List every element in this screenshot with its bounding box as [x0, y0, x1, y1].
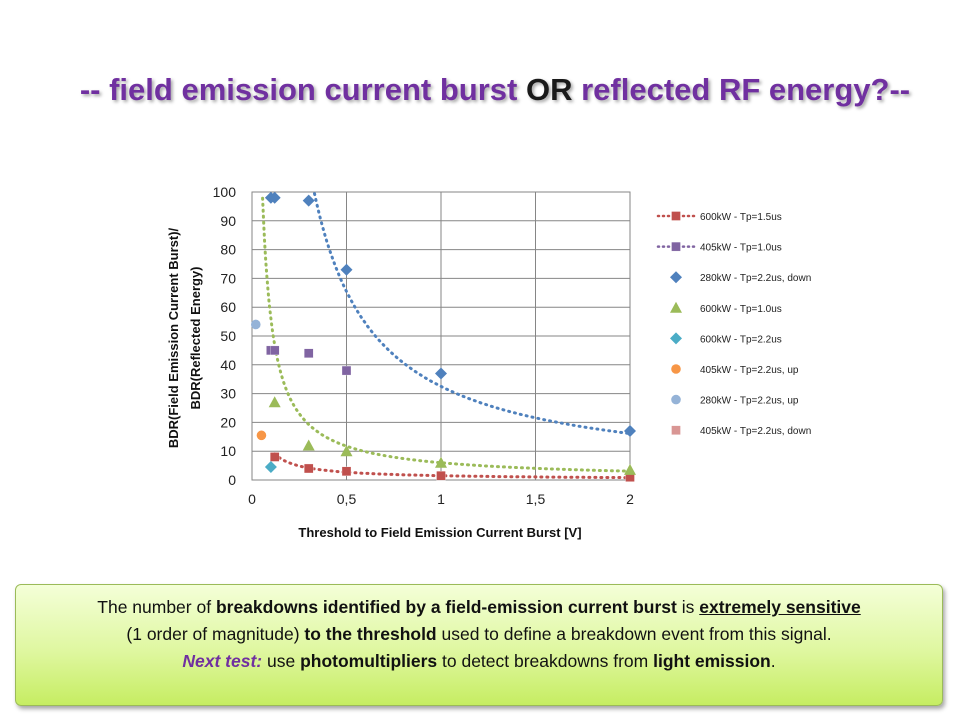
data-point — [268, 191, 281, 204]
data-point — [264, 461, 277, 474]
x-tick-label: 1 — [437, 491, 445, 507]
data-point — [270, 345, 280, 356]
x-axis-label: Threshold to Field Emission Current Burs… — [298, 525, 581, 540]
trendline — [273, 452, 632, 480]
legend-entry-label: 280kW - Tp=2.2us, down — [700, 273, 811, 284]
y-tick-label: 80 — [220, 242, 236, 258]
data-point — [302, 194, 315, 207]
legend-marker — [670, 301, 682, 313]
note-text: is — [676, 597, 700, 617]
legend-entry-label: 280kW - Tp=2.2us, up — [700, 396, 799, 407]
note-text: . — [770, 651, 776, 671]
data-point — [302, 439, 315, 451]
legend-entry-label: 600kW - Tp=1.5us — [700, 212, 782, 223]
y-axis-label-line2: BDR(Reflected Energy) — [188, 266, 203, 409]
title-reflected-rf: reflected RF energy — [581, 72, 871, 107]
y-tick-label: 40 — [220, 357, 236, 373]
chart-markers — [250, 191, 636, 482]
data-point — [435, 367, 447, 380]
note-line-3: Next test: use photomultipliers to detec… — [16, 648, 942, 675]
y-tick-label: 50 — [220, 328, 236, 344]
note-text: used to define a breakdown event from th… — [436, 624, 832, 644]
data-point — [340, 263, 353, 276]
y-tick-label: 0 — [228, 472, 236, 488]
y-tick-label: 10 — [220, 443, 236, 459]
legend-marker — [671, 394, 681, 405]
y-axis-label-line1: BDR(Field Emission Current Burst)/ — [166, 227, 181, 448]
data-point — [268, 396, 281, 408]
y-tick-label: 30 — [220, 386, 236, 402]
note-line-1: The number of breakdowns identified by a… — [16, 594, 942, 621]
note-text: (1 order of magnitude) — [126, 624, 305, 644]
legend-entry-label: 405kW - Tp=2.2us, down — [700, 426, 811, 437]
legend-marker — [671, 425, 681, 435]
data-point — [304, 463, 314, 474]
legend-entry-label: 405kW - Tp=1.0us — [700, 243, 782, 254]
data-point — [250, 319, 261, 330]
legend-entry-label: 600kW - Tp=1.0us — [700, 304, 782, 315]
data-point — [341, 365, 352, 376]
data-point — [436, 471, 446, 481]
legend-marker — [670, 332, 682, 345]
data-point — [435, 456, 447, 468]
legend-entry-label: 405kW - Tp=2.2us, up — [700, 365, 799, 376]
chart-legend: 600kW - Tp=1.5us 405kW - Tp=1.0us 280kW - … — [656, 211, 811, 437]
data-point — [340, 445, 353, 457]
data-point — [270, 452, 280, 462]
x-tick-label: 1,5 — [526, 491, 546, 507]
note-line-2: (1 order of magnitude) to the threshold … — [16, 621, 942, 648]
y-tick-label: 70 — [220, 270, 236, 286]
data-point — [304, 348, 314, 358]
y-tick-label: 20 — [220, 414, 236, 430]
note-bold: breakdowns identified by a field-emissio… — [215, 597, 677, 617]
y-tick-label: 100 — [213, 184, 237, 200]
slide-title: -- field emission current burst OR refle… — [0, 72, 960, 108]
y-tick-label: 60 — [220, 299, 236, 315]
data-point — [341, 466, 352, 477]
legend-marker — [671, 241, 681, 252]
trendline — [313, 192, 632, 435]
note-next-test: Next test: — [182, 651, 263, 671]
note-box: The number of breakdowns identified by a… — [15, 584, 943, 706]
chart-trendlines — [261, 192, 632, 480]
legend-marker — [671, 211, 681, 221]
x-tick-label: 0,5 — [337, 491, 357, 507]
title-dashes-right: ?-- — [870, 72, 911, 107]
note-text: The number of — [97, 597, 216, 617]
title-dashes-left: -- — [79, 72, 110, 107]
y-tick-label: 90 — [220, 213, 236, 229]
note-text: use — [262, 651, 301, 671]
note-bold: light emission — [653, 651, 771, 671]
x-tick-label: 2 — [626, 491, 634, 507]
chart-grid — [251, 191, 631, 481]
legend-marker — [671, 364, 681, 374]
note-text: to detect breakdowns from — [437, 651, 654, 671]
legend-entry-label: 600kW - Tp=2.2us — [700, 334, 782, 345]
note-underlined: extremely sensitive — [699, 597, 861, 617]
title-or: OR — [517, 72, 582, 107]
title-field-emission: field emission current burst — [109, 72, 518, 107]
data-point — [624, 425, 636, 438]
trendline — [261, 196, 632, 473]
data-point — [624, 463, 636, 475]
legend-marker — [670, 271, 682, 284]
note-bold: to the threshold — [304, 624, 437, 644]
data-point — [256, 430, 267, 441]
note-bold: photomultipliers — [300, 651, 438, 671]
x-tick-label: 0 — [248, 491, 256, 507]
